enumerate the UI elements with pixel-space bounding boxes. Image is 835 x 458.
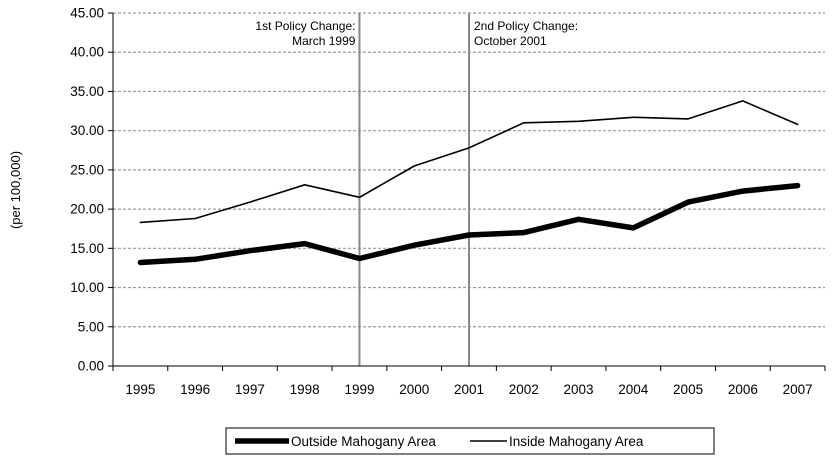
x-tick-label: 1996 <box>180 382 210 397</box>
x-tick-label: 1998 <box>290 382 320 397</box>
x-tick-labels: 1995 1996 1997 1998 1999 2000 2001 2002 2003 2004… <box>112 366 826 397</box>
annotation-line2: October 2001 <box>474 34 547 48</box>
policy-change-lines <box>358 13 470 366</box>
x-tick-label: 1997 <box>235 382 265 397</box>
legend-label: Outside Mahogany Area <box>291 434 436 449</box>
x-tick-label: 2007 <box>783 382 813 397</box>
x-tick-label: 2001 <box>454 382 484 397</box>
y-tick-label: 45.00 <box>70 6 104 21</box>
y-tick-label: 10.00 <box>70 280 104 295</box>
y-tick-label: 15.00 <box>70 241 104 256</box>
y-tick-label: 5.00 <box>78 319 104 334</box>
annotation-line2: March 1999 <box>292 34 356 48</box>
series-line <box>137 182 801 266</box>
x-tick-label: 2000 <box>399 382 429 397</box>
x-tick-label: 2002 <box>509 382 539 397</box>
policy-change-annotations: 1st Policy Change:March 1999 2nd Policy C… <box>255 19 578 48</box>
x-tick-label: 2004 <box>618 382 649 397</box>
y-axis-label: (per 100,000) <box>8 151 23 229</box>
y-tick-label: 30.00 <box>70 123 104 138</box>
legend-label: Inside Mahogany Area <box>509 434 644 449</box>
y-tick-label: 40.00 <box>70 45 104 60</box>
series-lines <box>137 100 801 266</box>
y-tick-label: 25.00 <box>70 162 104 177</box>
annotation-line1: 1st Policy Change: <box>255 19 355 33</box>
annotation-line1: 2nd Policy Change: <box>474 19 578 33</box>
y-tick-label: 35.00 <box>70 84 104 99</box>
series-line <box>139 100 799 224</box>
x-tick-label: 1999 <box>344 382 374 397</box>
axes <box>112 13 825 367</box>
x-tick-label: 2003 <box>564 382 594 397</box>
y-tick-label: 0.00 <box>78 359 104 374</box>
y-tick-labels: 0.00 5.00 10.00 15.00 20.00 25.00 30.00 35.00 40… <box>70 6 113 374</box>
y-tick-label: 20.00 <box>70 202 104 217</box>
x-tick-label: 1995 <box>125 382 155 397</box>
x-tick-label: 2006 <box>728 382 758 397</box>
x-tick-label: 2005 <box>673 382 703 397</box>
legend: Outside Mahogany Area Inside Mahogany Are… <box>225 427 715 455</box>
